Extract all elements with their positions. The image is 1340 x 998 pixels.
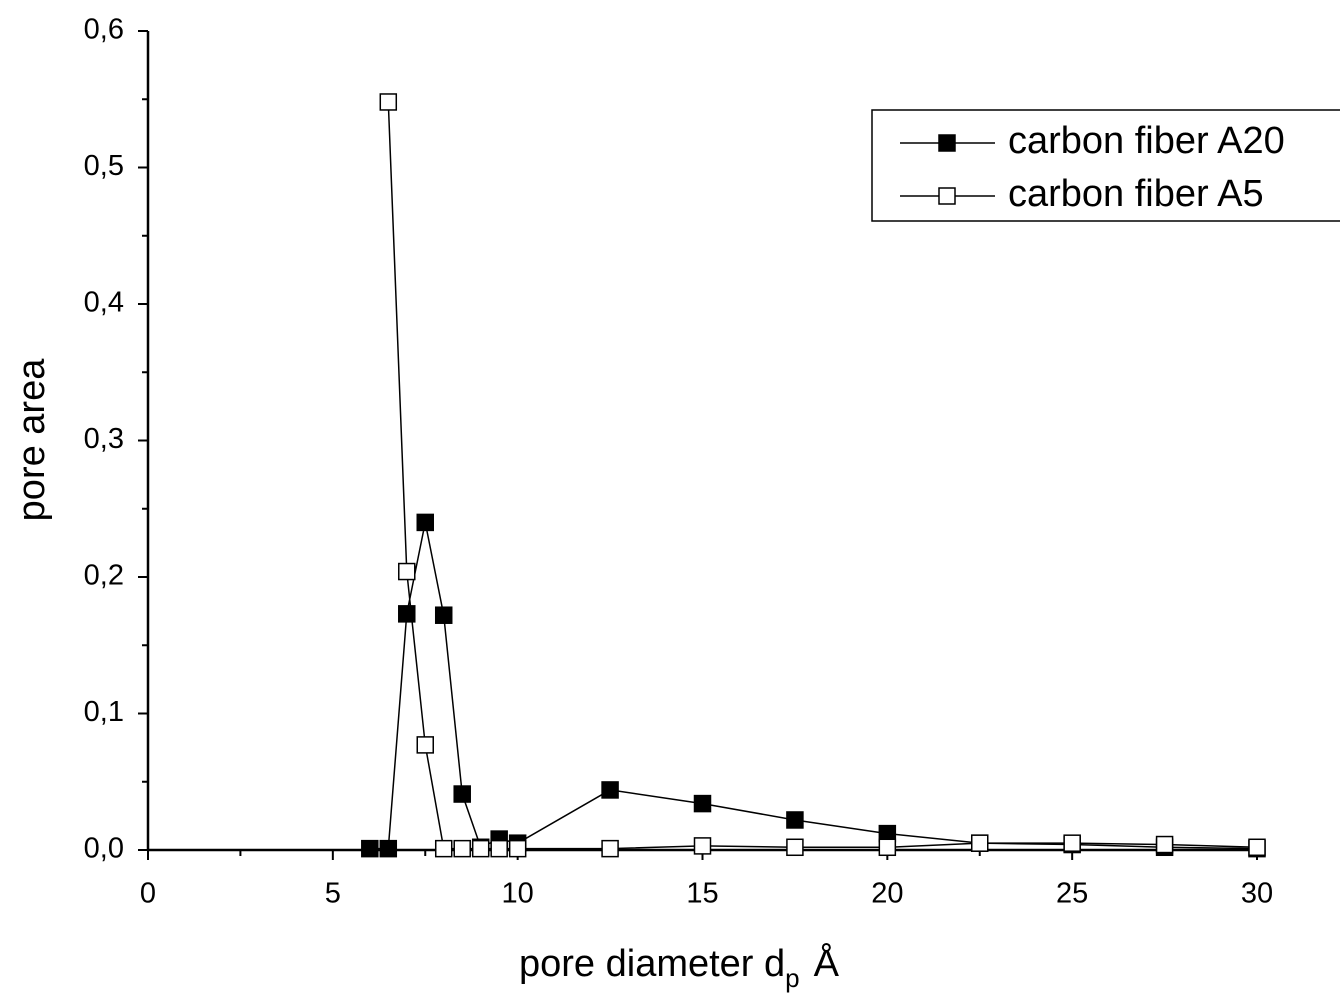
marker [379, 839, 398, 858]
marker [693, 837, 712, 855]
x-tick-label: 5 [325, 878, 341, 910]
marker [398, 562, 416, 581]
marker [361, 839, 379, 858]
marker [786, 838, 804, 857]
marker [379, 93, 398, 111]
x-label-main: pore diameter d [519, 943, 785, 985]
y-tick-label: 0,2 [84, 560, 124, 592]
y-tick-label: 0,1 [84, 696, 124, 728]
marker [601, 781, 619, 799]
legend-label: carbon fiber A5 [1008, 173, 1264, 215]
marker [878, 838, 897, 857]
marker [434, 839, 453, 858]
legend-marker [938, 134, 956, 152]
x-tick-label: 30 [1241, 878, 1273, 910]
y-tick-label: 0,0 [84, 833, 124, 865]
marker [490, 839, 508, 858]
x-label-sub: p [785, 963, 799, 993]
marker [453, 785, 471, 803]
marker [398, 605, 416, 623]
marker [971, 834, 989, 852]
x-axis-label: pore diameter dp Å [519, 941, 840, 993]
x-tick-label: 15 [686, 878, 718, 910]
marker [508, 839, 527, 858]
y-tick-label: 0,5 [84, 150, 124, 182]
y-tick-label: 0,3 [84, 423, 124, 455]
marker [453, 839, 471, 858]
marker [1155, 835, 1174, 854]
x-tick-label: 10 [502, 878, 534, 910]
series-line [369, 522, 1258, 850]
series-line [387, 101, 1258, 850]
marker [416, 736, 434, 754]
x-tick-label: 25 [1056, 878, 1088, 910]
marker [416, 513, 434, 532]
x-tick-label: 20 [871, 878, 903, 910]
legend-label: carbon fiber A20 [1008, 120, 1285, 162]
legend-marker [938, 187, 956, 205]
y-axis-label: pore area [11, 358, 53, 522]
marker [693, 794, 712, 813]
marker [1063, 834, 1081, 852]
marker [471, 839, 490, 858]
marker [434, 606, 453, 624]
marker [786, 811, 804, 829]
marker [601, 839, 619, 858]
y-tick-label: 0,6 [84, 14, 124, 46]
x-label-unit: Å [814, 941, 840, 985]
marker [1248, 838, 1266, 857]
y-tick-label: 0,4 [84, 287, 124, 319]
x-tick-label: 0 [140, 878, 156, 910]
